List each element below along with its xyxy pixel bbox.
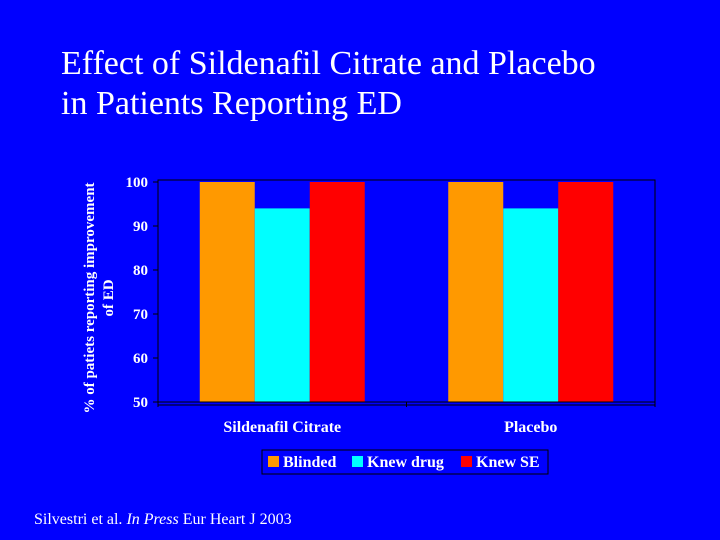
citation-authors: Silvestri et al. (34, 511, 127, 528)
legend-swatch-blinded (268, 456, 279, 467)
y-tick-label-70: 70 (133, 307, 148, 323)
bar-knew-drug-1 (503, 208, 559, 402)
legend-swatch-knew-drug (352, 456, 363, 467)
legend-label-blinded: Blinded (283, 454, 336, 471)
y-tick-label-90: 90 (133, 219, 148, 235)
y-tick-label-60: 60 (133, 351, 148, 367)
y-ticks-layer: 100 90 80 70 60 50 (126, 175, 158, 411)
legend: Blinded Knew drug Knew SE (261, 449, 549, 475)
bars-layer (199, 182, 614, 402)
legend-label-knew-drug: Knew drug (367, 454, 444, 471)
bar-knew-se-0 (309, 182, 365, 402)
category-label-1: Placebo (504, 419, 557, 436)
bar-blinded-1 (448, 182, 504, 402)
y-tick-label-80: 80 (133, 263, 148, 279)
slide-title: Effect of Sildenafil Citrate and Placebo… (61, 44, 701, 124)
slide-title-line-2: in Patients Reporting ED (61, 85, 402, 122)
legend-swatch-knew-se (461, 456, 472, 467)
y-axis-title-line-1: % of patiets reporting improvement (82, 182, 98, 413)
category-label-0: Sildenafil Citrate (223, 419, 341, 436)
y-tick-label-50: 50 (133, 395, 148, 411)
y-axis-title-line-2: of ED (101, 279, 117, 316)
bar-blinded-0 (199, 182, 255, 402)
bar-knew-drug-0 (254, 208, 310, 402)
slide-title-line-1: Effect of Sildenafil Citrate and Placebo (61, 45, 596, 82)
citation-status: In Press (126, 511, 179, 528)
citation-footer: Silvestri et al. In Press Eur Heart J 20… (34, 511, 292, 529)
axes-layer (157, 180, 656, 407)
legend-box (261, 449, 549, 475)
y-tick-label-100: 100 (126, 175, 149, 191)
legend-label-knew-se: Knew SE (476, 454, 540, 471)
citation-journal: Eur Heart J 2003 (178, 511, 292, 528)
bar-knew-se-1 (558, 182, 614, 402)
category-labels-layer: Sildenafil Citrate Placebo (223, 419, 557, 436)
y-axis-title: % of patiets reporting improvement of ED (82, 182, 117, 413)
